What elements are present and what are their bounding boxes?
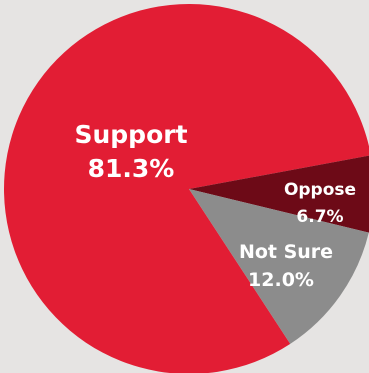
not-sure-name: Not Sure xyxy=(239,241,333,263)
pie-slices xyxy=(4,4,369,373)
oppose-slice xyxy=(189,155,369,233)
oppose-label: Oppose 6.7% xyxy=(284,180,356,227)
oppose-value: 6.7% xyxy=(296,207,343,227)
support-name: Support xyxy=(74,120,187,149)
not-sure-label: Not Sure 12.0% xyxy=(239,241,333,291)
support-value: 81.3% xyxy=(88,154,175,183)
oppose-name: Oppose xyxy=(284,180,356,200)
support-slice xyxy=(4,4,369,373)
support-label: Support 81.3% xyxy=(74,120,187,183)
not-sure-slice xyxy=(189,189,369,344)
not-sure-value: 12.0% xyxy=(248,269,314,291)
